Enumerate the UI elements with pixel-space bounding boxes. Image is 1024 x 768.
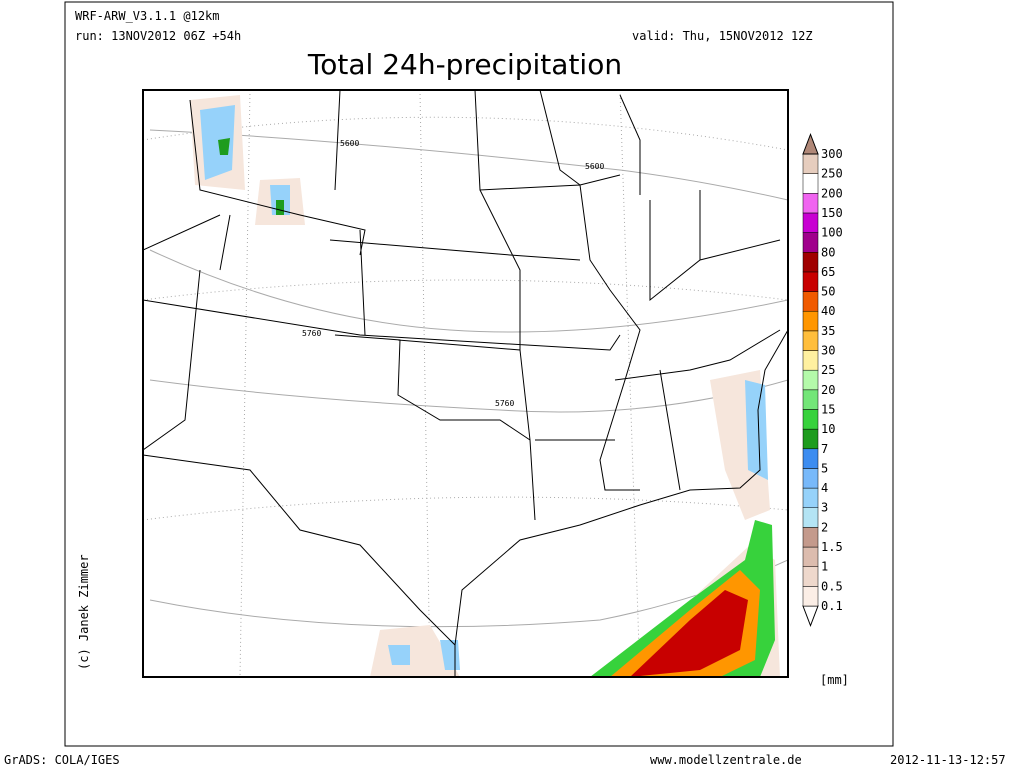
colorbar-label: 15 [821, 402, 835, 416]
colorbar-box [802, 468, 819, 489]
graticule [143, 90, 788, 677]
colorbar-box [802, 153, 819, 174]
colorbar-label: 20 [821, 383, 835, 397]
legend-unit: [mm] [820, 673, 849, 687]
colorbar-label: 4 [821, 481, 828, 495]
colorbar-arrow [802, 132, 819, 155]
colorbar-box [802, 369, 819, 391]
colorbar-label: 7 [821, 442, 828, 456]
colorbar-box [802, 566, 819, 587]
colorbar-label: 35 [821, 324, 835, 338]
outer-frame [64, 1, 894, 747]
colorbar-label: 0.5 [821, 579, 843, 593]
contour-label: 5760 [302, 329, 321, 338]
colorbar-box [802, 487, 819, 508]
colorbar-box [802, 252, 819, 273]
contour-label: 5760 [495, 399, 514, 408]
coastline [143, 329, 788, 677]
colorbar-box [802, 527, 819, 548]
height-contours [149, 129, 788, 628]
run-label: run: 13NOV2012 06Z +54h [75, 29, 241, 43]
colorbar-box [802, 428, 819, 450]
colorbar-label: 300 [821, 147, 843, 161]
colorbar-box [802, 310, 819, 332]
colorbar-label: 40 [821, 304, 835, 318]
precip-light [190, 95, 780, 677]
colorbar-label: 1.5 [821, 540, 843, 554]
colorbar-box [802, 350, 819, 371]
colorbar-label: 65 [821, 265, 835, 279]
colorbar-label: 10 [821, 422, 835, 436]
colorbar-label: 5 [821, 461, 828, 475]
colorbar-label: 25 [821, 363, 835, 377]
colorbar-box [802, 389, 819, 410]
colorbar-label: 80 [821, 245, 835, 259]
colorbar-label: 250 [821, 167, 843, 181]
contour-label: 5600 [340, 139, 359, 148]
precip-red [630, 590, 748, 677]
title: Total 24h-precipitation [307, 48, 622, 81]
colorbar-box [802, 271, 819, 292]
colorbar-box [802, 232, 819, 253]
map-frame [142, 89, 789, 678]
colorbar-label: 1 [821, 560, 828, 574]
colorbar-box [802, 546, 819, 567]
colorbar-label: 30 [821, 344, 835, 358]
precip-dark-green [218, 138, 284, 215]
colorbar-box [802, 586, 819, 607]
colorbar-box [802, 193, 819, 214]
colorbar-label: 3 [821, 501, 828, 515]
colorbar-label: 100 [821, 226, 843, 240]
model-label: WRF-ARW_V3.1.1 @12km [75, 9, 220, 23]
colorbar-box [802, 212, 819, 233]
colorbar-label: 150 [821, 206, 843, 220]
contour-label: 5600 [585, 162, 604, 171]
footer-center: www.modellzentrale.de [650, 753, 802, 767]
footer-left: GrADS: COLA/IGES [4, 753, 120, 767]
colorbar: 0.1 0.5 1 1.5 2 3 4 5 7 10 15 20 25 30 35 40 50 65 80 100 15… [802, 132, 843, 628]
colorbar-label: 0.1 [821, 599, 843, 613]
valid-label: valid: Thu, 15NOV2012 12Z [632, 29, 813, 43]
colorbar-box [802, 507, 819, 528]
footer-right: 2012-11-13-12:57 [890, 753, 1006, 767]
colorbar-box [802, 330, 819, 351]
colorbar-box [802, 291, 819, 312]
colorbar-arrow [802, 605, 819, 628]
map: 5600 5600 5760 5760 [142, 89, 789, 678]
colorbar-box [802, 173, 819, 194]
colorbar-label: 200 [821, 186, 843, 200]
colorbar-box [802, 448, 819, 469]
credit: (c) Janek Zimmer [77, 554, 91, 670]
state-borders [143, 90, 781, 521]
colorbar-box [802, 409, 819, 430]
colorbar-label: 50 [821, 285, 835, 299]
colorbar-label: 2 [821, 520, 828, 534]
